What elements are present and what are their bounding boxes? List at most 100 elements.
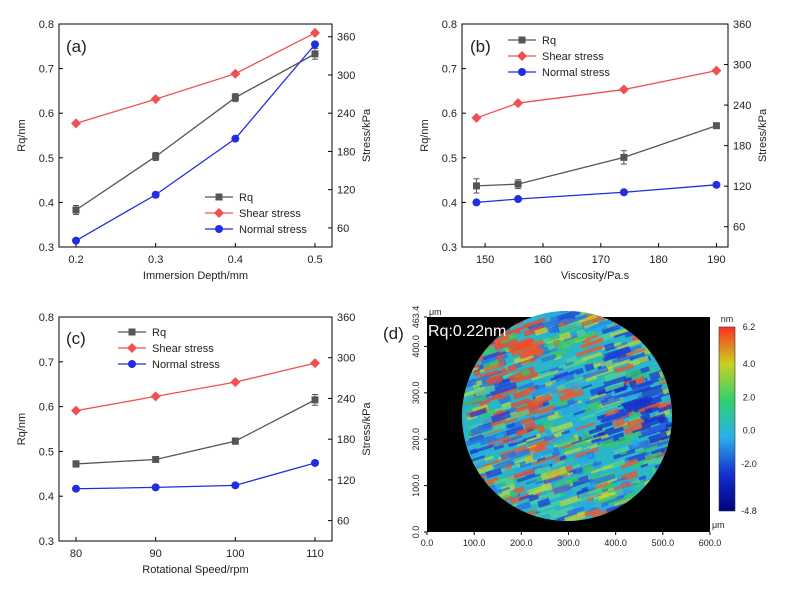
surface-texture	[556, 311, 583, 322]
surface-texture	[559, 331, 572, 342]
surface-texture	[644, 450, 662, 460]
x-axis-label: Immersion Depth/mm	[143, 270, 248, 282]
x-unit-label: μm	[712, 520, 725, 530]
data-point	[230, 377, 241, 388]
legend-label: Normal stress	[152, 359, 220, 371]
surface-texture	[608, 488, 616, 494]
surface-texture	[478, 407, 496, 419]
surface-texture	[608, 437, 633, 449]
y2-tick-label: 360	[733, 19, 751, 31]
surface-texture	[536, 456, 546, 462]
data-point	[151, 483, 160, 492]
y-axis-label: Rq/nm	[419, 119, 431, 151]
x-tick-label: 110	[306, 548, 324, 560]
data-point	[514, 180, 522, 188]
surface-texture	[640, 463, 649, 468]
y-tick-label: 0.6	[39, 402, 54, 414]
surface-texture	[628, 344, 643, 353]
legend-label: Shear stress	[542, 51, 604, 63]
surface-texture	[600, 358, 615, 368]
y-tick-label: 0.5	[39, 153, 54, 165]
legend-label: Rq	[152, 327, 166, 339]
x-tick-label: 400.0	[604, 538, 627, 548]
surface-texture	[483, 360, 506, 373]
legend-marker	[215, 225, 223, 233]
surface-texture	[510, 397, 531, 409]
data-point	[311, 40, 319, 49]
surface-texture	[614, 349, 622, 355]
data-point	[311, 50, 319, 58]
surface-texture	[492, 440, 503, 448]
y-tick-label: 463.4	[411, 306, 421, 329]
surface-texture	[482, 359, 500, 369]
y2-tick-label: 120	[337, 185, 355, 197]
series-line-rq	[75, 399, 316, 465]
surface-texture	[620, 451, 628, 456]
y2-axis-label: Stress/kPa	[757, 108, 769, 162]
legend-marker	[215, 193, 223, 201]
y2-tick-label: 360	[337, 32, 355, 44]
surface-texture	[564, 377, 588, 391]
surface-texture	[600, 394, 621, 407]
surface-texture	[520, 416, 534, 426]
panel-label: (d)	[383, 324, 404, 343]
colorbar-tick-label: 6.2	[743, 322, 756, 332]
data-point	[231, 134, 240, 143]
legend-label: Rq	[239, 192, 253, 204]
surface-texture	[642, 454, 668, 467]
surface-texture	[469, 448, 478, 455]
surface-texture	[534, 326, 548, 336]
surface-texture	[594, 311, 603, 315]
x-tick-label: 150	[476, 254, 494, 266]
data-point	[72, 460, 80, 468]
surface-texture	[589, 384, 609, 396]
surface-texture	[523, 386, 537, 396]
panel-label: (a)	[66, 37, 87, 56]
y-unit-label: μm	[429, 307, 442, 317]
surface-texture	[498, 395, 512, 405]
surface-texture	[638, 475, 647, 480]
y2-tick-label: 360	[337, 312, 355, 324]
surface-texture	[640, 406, 659, 416]
surface-texture	[490, 410, 512, 423]
surface-texture	[632, 425, 652, 434]
surface-texture	[517, 382, 534, 391]
surface-texture	[575, 422, 596, 431]
surface-texture	[582, 367, 609, 380]
surface-texture	[626, 417, 644, 428]
surface-texture	[507, 364, 518, 373]
x-tick-label: 160	[534, 254, 552, 266]
y-axis-label: Rq/nm	[16, 119, 28, 151]
surface-texture	[464, 435, 485, 447]
surface-texture	[552, 414, 578, 427]
surface-texture	[584, 362, 595, 372]
surface-texture	[535, 478, 548, 485]
surface-texture	[628, 379, 638, 388]
y-tick-label: 0.4	[39, 491, 54, 503]
surface-texture	[536, 499, 562, 512]
y-tick-label: 0.3	[39, 536, 54, 548]
data-point	[472, 198, 481, 207]
data-point	[72, 236, 80, 245]
x-tick-label: 90	[150, 548, 162, 560]
surface-texture	[531, 453, 542, 461]
data-point	[311, 396, 319, 404]
surface-texture	[659, 416, 669, 426]
y-tick-label: 0.4	[442, 197, 457, 209]
surface-texture	[581, 383, 593, 390]
legend-marker	[214, 208, 224, 218]
legend-label: Normal stress	[239, 224, 307, 236]
surface-texture	[505, 425, 524, 437]
x-tick-label: 0.4	[228, 254, 243, 266]
surface-texture	[619, 458, 638, 469]
surface-texture	[529, 499, 539, 505]
surface-texture	[640, 413, 651, 421]
x-tick-label: 100	[226, 548, 244, 560]
surface-texture	[504, 464, 513, 470]
plot-frame	[461, 23, 729, 248]
surface-texture	[619, 481, 633, 489]
series-line-shear-stress	[476, 69, 717, 119]
surface-texture	[580, 338, 603, 349]
y2-tick-label: 300	[733, 60, 751, 72]
